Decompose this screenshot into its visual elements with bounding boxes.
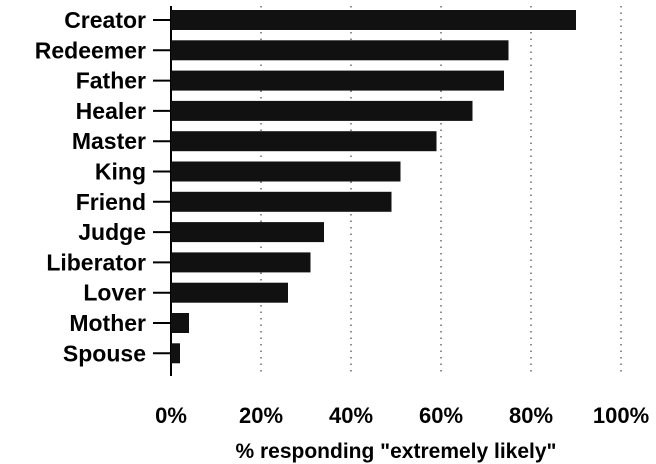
x-axis-title: % responding "extremely likely" bbox=[235, 440, 556, 463]
bar-king bbox=[171, 161, 401, 182]
bar-judge bbox=[171, 222, 324, 243]
bar-redeemer bbox=[171, 40, 509, 61]
category-label: Healer bbox=[76, 98, 146, 124]
category-label: Mother bbox=[69, 310, 146, 336]
category-label: Liberator bbox=[46, 249, 146, 275]
category-label: Judge bbox=[78, 219, 146, 245]
x-tick-label: 80% bbox=[509, 403, 553, 428]
category-label: Friend bbox=[76, 189, 146, 215]
x-tick-label: 20% bbox=[239, 403, 283, 428]
category-label: Creator bbox=[64, 7, 146, 33]
category-label: Redeemer bbox=[35, 37, 146, 63]
category-label: Master bbox=[72, 128, 146, 154]
bar-mother bbox=[171, 313, 189, 333]
bar-spouse bbox=[171, 343, 180, 364]
x-tick-label: 60% bbox=[419, 403, 463, 428]
category-label: Lover bbox=[83, 280, 146, 306]
x-tick-labels: 0% 20% 40% 60% 80% 100% bbox=[155, 403, 649, 428]
bar-healer bbox=[171, 100, 473, 121]
bar-friend bbox=[171, 191, 392, 212]
x-tick-label: 100% bbox=[593, 403, 649, 428]
category-label: Spouse bbox=[63, 340, 146, 366]
bar-master bbox=[171, 131, 437, 152]
category-label: King bbox=[95, 159, 146, 185]
bar-lover bbox=[171, 282, 288, 303]
bar-liberator bbox=[171, 252, 311, 273]
category-labels: Creator Redeemer Father Healer Master King Fri… bbox=[35, 7, 171, 366]
category-label: Father bbox=[76, 68, 146, 94]
x-tick-label: 40% bbox=[329, 403, 373, 428]
bar-father bbox=[171, 70, 504, 91]
bar-creator bbox=[171, 10, 576, 30]
grid-lines bbox=[170, 6, 622, 376]
bars bbox=[171, 10, 576, 364]
x-tick-label: 0% bbox=[155, 403, 187, 428]
